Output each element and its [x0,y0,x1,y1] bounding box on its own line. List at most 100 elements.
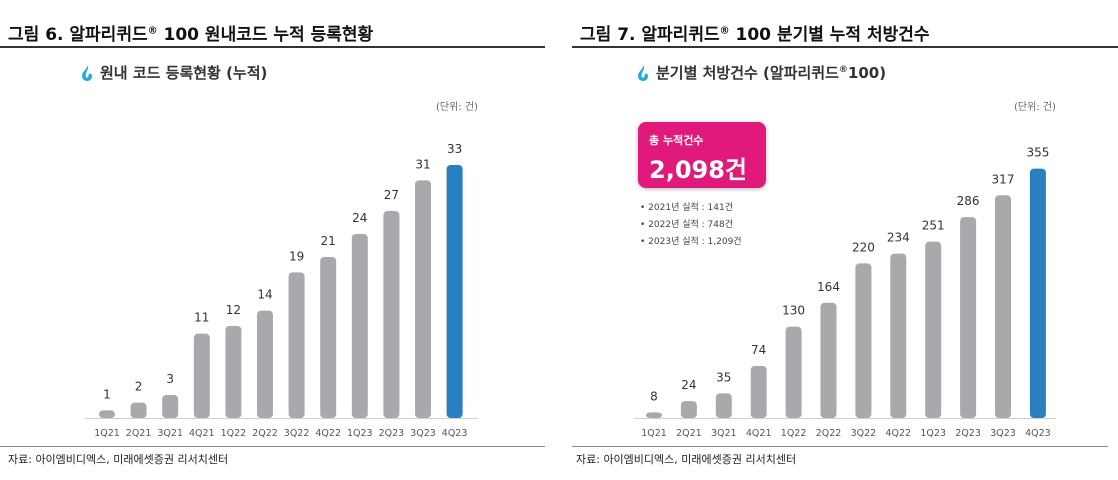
value-label-4Q22: 234 [887,231,910,245]
x-tick-label-1Q23: 1Q23 [920,428,946,439]
x-tick-label-2Q23: 2Q23 [955,428,981,439]
figure-7-title-text: 그림 7. 알파리퀴드 [580,25,720,45]
bar-3Q23 [415,180,431,418]
bar-2Q21 [680,401,697,418]
figure-6-panel: 그림 6. 알파리퀴드® 100 원내코드 누적 등록현황 원내 코드 등록현황… [0,0,545,480]
bar-2Q22 [257,310,273,418]
value-label-4Q22: 21 [321,234,336,248]
value-label-4Q23: 33 [447,142,462,156]
value-label-1Q21: 8 [650,389,658,403]
source-divider [572,446,1108,447]
note-2023: • 2023년 실적 : 1,209건 [640,237,742,247]
bar-1Q23 [351,234,368,418]
figure-7-panel: 그림 7. 알파리퀴드® 100 분기별 누적 처방건수 분기별 처방건수 (알… [572,0,1118,480]
value-label-2Q22: 14 [257,288,272,302]
x-tick-label-3Q23: 3Q23 [990,428,1016,439]
value-label-1Q22: 12 [226,303,241,317]
x-tick-label-4Q23: 4Q23 [1025,428,1051,439]
chart-2-title-text: 분기별 처방건수 (알파리퀴드 [656,64,839,82]
bar-3Q21 [715,393,732,418]
bar-4Q21 [193,333,210,418]
chart-1-plot: 1 1Q21 2 2Q21 3 3Q21 11 4Q21 12 1Q22 14 2Q22 19 3Q22 2… [85,142,478,439]
chart-1-title: 원내 코드 등록현황 (누적) [100,64,268,82]
value-label-2Q23: 286 [957,194,980,208]
callout-value: 2,098건 [649,156,747,184]
value-label-1Q21: 1 [103,387,111,401]
bar-3Q21 [162,395,179,418]
chart-1-heading: 원내 코드 등록현황 (누적) [80,62,267,83]
x-tick-label-1Q23: 1Q23 [347,428,373,439]
x-tick-label-4Q21: 4Q21 [189,428,215,439]
figure-6-title-text: 그림 6. 알파리퀴드 [8,25,148,45]
value-label-2Q21: 24 [681,378,696,392]
bar-4Q21 [750,366,767,418]
value-label-3Q21: 35 [716,370,731,384]
bar-1Q22 [785,326,802,418]
x-tick-label-2Q23: 2Q23 [379,428,405,439]
value-label-4Q23: 355 [1026,146,1049,160]
droplet-logo-icon [638,64,648,81]
x-tick-label-4Q22: 4Q22 [885,428,911,439]
total-count-callout: 총 누적건수 2,098건 [638,122,766,188]
registered-mark: ® [838,65,848,75]
chart-2-unit: (단위: 건) [1014,102,1056,113]
value-label-3Q22: 220 [852,240,875,254]
bar-1Q21 [646,412,662,418]
registered-mark: ® [147,25,158,37]
bar-4Q22 [320,257,337,418]
x-tick-label-2Q22: 2Q22 [816,428,842,439]
value-label-1Q23: 24 [352,211,367,225]
value-label-1Q22: 130 [782,304,805,318]
chart-2-title: 분기별 처방건수 (알파리퀴드®100) [656,62,886,83]
value-label-3Q23: 317 [992,172,1015,186]
value-label-3Q22: 19 [289,249,304,263]
bar-3Q22 [288,272,305,418]
x-tick-label-4Q21: 4Q21 [746,428,772,439]
x-tick-label-1Q21: 1Q21 [641,428,667,439]
bar-2Q21 [130,402,147,418]
note-2021: • 2021년 실적 : 141건 [640,203,733,213]
value-label-4Q21: 74 [751,343,766,357]
value-label-2Q21: 2 [135,380,143,394]
x-tick-label-3Q21: 3Q21 [711,428,737,439]
bar-4Q22 [890,253,907,418]
bar-4Q23 [446,165,463,418]
value-label-3Q23: 31 [415,157,430,171]
note-2022: • 2022년 실적 : 748건 [640,220,733,230]
bar-3Q23 [995,195,1011,418]
x-tick-label-3Q22: 3Q22 [851,428,877,439]
value-label-4Q21: 11 [194,311,209,325]
x-tick-label-2Q21: 2Q21 [126,428,152,439]
chart-2-heading: 분기별 처방건수 (알파리퀴드®100) [636,62,886,83]
x-tick-label-3Q21: 3Q21 [157,428,183,439]
value-label-2Q22: 164 [817,280,840,294]
bar-1Q21 [99,410,115,418]
x-tick-label-1Q21: 1Q21 [94,428,120,439]
chart-2-source: 자료: 아이엠비디엑스, 미래에셋증권 리서치센터 [576,453,797,466]
figure-6-title: 그림 6. 알파리퀴드® 100 원내코드 누적 등록현황 [8,20,373,45]
bar-1Q23 [925,241,942,418]
yearly-notes: • 2021년 실적 : 141건 • 2022년 실적 : 748건 • 20… [640,200,742,251]
x-tick-label-4Q22: 4Q22 [315,428,341,439]
bar-2Q23 [383,211,400,418]
value-label-2Q23: 27 [384,188,399,202]
droplet-logo-icon [82,64,92,81]
chart-1-unit: (단위: 건) [436,102,478,113]
figure-7-title-rest: 100 분기별 누적 처방건수 [729,25,930,45]
figure-6-title-rest: 100 원내코드 누적 등록현황 [157,25,374,45]
value-label-1Q23: 251 [922,219,945,233]
chart-2-plot: 8 1Q21 24 2Q21 35 3Q21 74 4Q21 130 1Q22 164 2Q22 220… [634,146,1056,439]
bar-3Q22 [855,263,872,418]
figure-6-header: 그림 6. 알파리퀴드® 100 원내코드 누적 등록현황 [0,20,545,48]
figure-7-title: 그림 7. 알파리퀴드® 100 분기별 누적 처방건수 [580,20,930,45]
x-tick-label-2Q21: 2Q21 [676,428,702,439]
figure-7-header: 그림 7. 알파리퀴드® 100 분기별 누적 처방건수 [572,20,1118,48]
chart-2-title-rest: 100) [847,64,887,82]
bar-4Q23 [1029,168,1046,418]
x-tick-label-2Q22: 2Q22 [252,428,278,439]
bar-2Q22 [820,302,837,418]
registered-mark: ® [719,25,730,37]
callout-label: 총 누적건수 [649,134,704,147]
bar-2Q23 [960,217,977,418]
bar-1Q22 [225,326,242,418]
